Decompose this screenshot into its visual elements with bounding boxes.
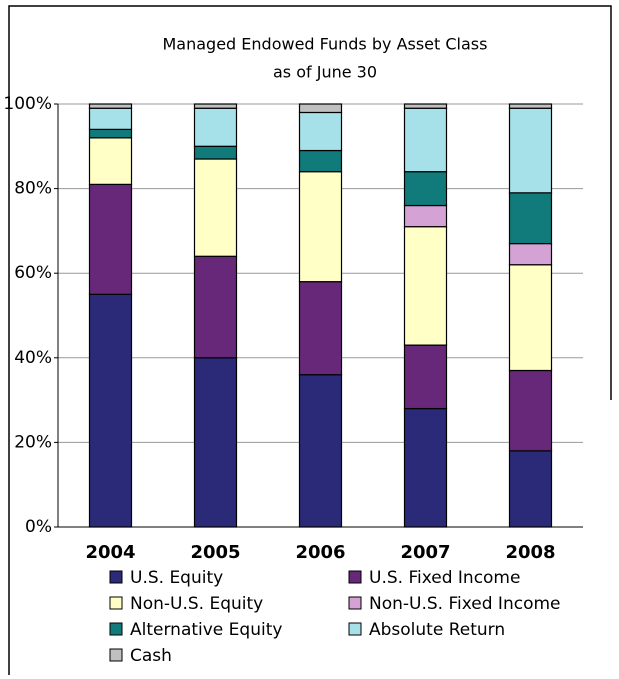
y-tick-label: 60%: [14, 263, 52, 283]
bar-segment: [298, 281, 343, 376]
bar-segment: [88, 293, 133, 528]
bar-segment: [88, 183, 133, 295]
legend-label: Non-U.S. Fixed Income: [369, 594, 560, 614]
bar-segment: [193, 255, 238, 359]
frame: [8, 5, 612, 675]
legend-swatch: [109, 648, 123, 662]
bar-segment: [508, 369, 553, 452]
bar-segment: [403, 107, 448, 173]
bar-segment: [88, 128, 133, 139]
bar-segment: [508, 450, 553, 528]
legend-swatch: [348, 622, 362, 636]
legend-label: Non-U.S. Equity: [130, 594, 263, 614]
bar-segment: [403, 226, 448, 346]
x-tick-label: 2007: [400, 542, 450, 563]
bar-segment: [403, 204, 448, 228]
bar-segment: [88, 103, 133, 109]
bar-segment: [298, 171, 343, 283]
legend-swatch: [109, 570, 123, 584]
bar-segment: [403, 171, 448, 207]
bar-segment: [88, 107, 133, 130]
bar-segment: [298, 111, 343, 152]
legend-swatch: [348, 570, 362, 584]
chart-subtitle: as of June 30: [273, 63, 377, 82]
y-tick-label: 20%: [14, 432, 52, 452]
bar-segment: [193, 357, 238, 528]
bar-segment: [193, 103, 238, 109]
y-tick-label: 80%: [14, 179, 52, 199]
bar-segment: [88, 137, 133, 185]
bar-segment: [508, 264, 553, 372]
chart-title: Managed Endowed Funds by Asset Class: [163, 35, 488, 54]
bar-segment: [193, 107, 238, 147]
bar-segment: [298, 374, 343, 528]
x-tick-label: 2005: [190, 542, 240, 563]
bar-segment: [298, 149, 343, 173]
legend-label: Absolute Return: [369, 620, 505, 640]
legend-label: Cash: [130, 646, 172, 666]
bar-segment: [193, 158, 238, 257]
bar-segment: [403, 407, 448, 528]
x-tick-label: 2004: [85, 542, 135, 563]
bar-segment: [508, 103, 553, 109]
bar-segment: [508, 242, 553, 266]
legend-swatch: [348, 596, 362, 610]
legend-label: U.S. Fixed Income: [369, 568, 520, 588]
bar-segment: [403, 344, 448, 410]
legend-label: U.S. Equity: [130, 568, 223, 588]
legend-swatch: [109, 596, 123, 610]
y-tick-label: 0%: [25, 517, 52, 537]
bar-segment: [508, 107, 553, 194]
bar-segment: [403, 103, 448, 109]
bar-segment: [193, 145, 238, 160]
x-tick-label: 2006: [295, 542, 345, 563]
y-tick-label: 40%: [14, 348, 52, 368]
x-tick-label: 2008: [505, 542, 555, 563]
bar-segment: [508, 192, 553, 245]
y-tick-label: 100%: [3, 94, 52, 114]
legend-label: Alternative Equity: [130, 620, 282, 640]
legend-swatch: [109, 622, 123, 636]
bar-segment: [298, 103, 343, 114]
